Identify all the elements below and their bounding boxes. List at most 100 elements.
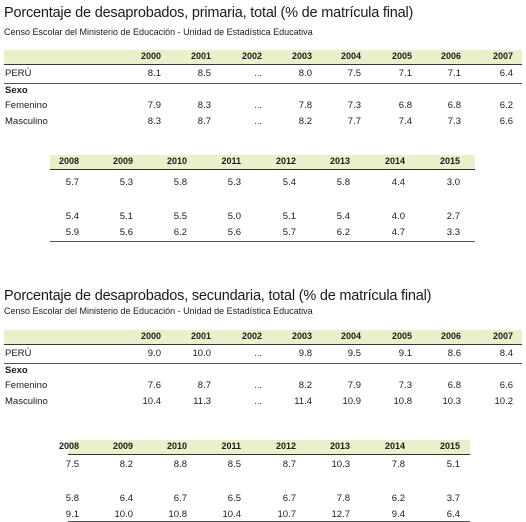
primaria-table-cell: 5.5 <box>173 211 187 222</box>
primaria-year-header: 2013 <box>329 156 350 166</box>
secundaria-table-cell: 8.8 <box>173 459 187 470</box>
secundaria-table-cell: 5.1 <box>446 459 460 470</box>
secundaria-table-cell: 9.1 <box>398 348 412 359</box>
primaria-year-header: 2003 <box>291 51 312 61</box>
secundaria-table-cell: 6.2 <box>391 493 405 504</box>
primaria-table-cell: 6.6 <box>499 116 513 127</box>
secundaria-year-header: 2001 <box>190 331 211 341</box>
secundaria-table-cell: 10.4 <box>142 396 162 407</box>
secundaria-table-cell: 9.5 <box>347 348 361 359</box>
primaria-table-cell: 6.4 <box>499 68 513 79</box>
primaria-table-cell: ... <box>254 116 262 127</box>
primaria-row-label: Sexo <box>5 85 28 96</box>
secundaria-table-cell: 9.8 <box>298 348 312 359</box>
primaria-table-cell: 5.7 <box>65 177 79 188</box>
primaria-table-cell: 3.3 <box>446 227 460 238</box>
primaria-table-cell: 6.2 <box>499 100 513 111</box>
primaria-table-cell: 7.5 <box>347 68 361 79</box>
secundaria-table-cell: 10.2 <box>494 396 514 407</box>
secundaria-row-label: PERÚ <box>5 348 32 359</box>
primaria-table-cell: 5.3 <box>227 177 241 188</box>
primaria-table-cell: 8.2 <box>298 116 312 127</box>
secundaria-table-cell: 6.5 <box>227 493 241 504</box>
secundaria-table-cell: 6.8 <box>447 380 461 391</box>
primaria-table-cell: 3.0 <box>446 177 460 188</box>
secundaria-year-header: 2007 <box>492 331 513 341</box>
secundaria-year-header: 2012 <box>275 441 296 451</box>
primaria-year-header: 2009 <box>112 156 133 166</box>
secundaria-table-cell: 3.7 <box>446 493 460 504</box>
primaria-lower-header <box>50 155 475 170</box>
secundaria-table-cell: ... <box>254 348 262 359</box>
primaria-table-cell: 7.3 <box>447 116 461 127</box>
primaria-table-cell: 7.3 <box>347 100 361 111</box>
primaria-year-header: 2006 <box>440 51 461 61</box>
primaria-table-cell: 7.4 <box>398 116 412 127</box>
primaria-table-cell: 7.9 <box>147 100 161 111</box>
primaria-table-cell: 5.8 <box>336 177 350 188</box>
primaria-table-cell: 8.0 <box>298 68 312 79</box>
secundaria-table-cell: 8.2 <box>119 459 133 470</box>
primaria-bottom-rule <box>50 241 475 242</box>
primaria-year-header: 2001 <box>190 51 211 61</box>
primaria-row-label: PERÚ <box>5 68 32 79</box>
primaria-upper-header <box>4 50 522 65</box>
primaria-year-header: 2000 <box>140 51 161 61</box>
primaria-table-cell: ... <box>254 68 262 79</box>
primaria-title: Porcentaje de desaprobados, primaria, to… <box>4 5 414 21</box>
secundaria-subtitle: Censo Escolar del Ministerio de Educació… <box>4 306 313 316</box>
primaria-table-cell: 8.5 <box>197 68 211 79</box>
secundaria-table-cell: 11.3 <box>193 396 211 407</box>
primaria-table-cell: 7.8 <box>298 100 312 111</box>
primaria-table-cell: 4.7 <box>391 227 405 238</box>
secundaria-table-cell: 10.9 <box>342 396 362 407</box>
secundaria-table-cell: 10.0 <box>192 348 212 359</box>
primaria-table-cell: 8.3 <box>147 116 161 127</box>
secundaria-table-cell: 10.8 <box>393 396 413 407</box>
secundaria-table-cell: 10.3 <box>331 459 351 470</box>
primaria-table-cell: 5.7 <box>282 227 296 238</box>
primaria-row-divider <box>4 83 522 84</box>
primaria-table-cell: 5.1 <box>119 211 133 222</box>
primaria-year-header: 2002 <box>241 51 262 61</box>
primaria-table-cell: 8.7 <box>197 116 211 127</box>
primaria-table-cell: 5.6 <box>119 227 133 238</box>
secundaria-table-cell: 7.8 <box>391 459 405 470</box>
secundaria-table-cell: 7.9 <box>347 380 361 391</box>
secundaria-year-header: 2014 <box>384 441 405 451</box>
primaria-table-cell: 4.0 <box>391 211 405 222</box>
primaria-year-header: 2007 <box>492 51 513 61</box>
secundaria-table-cell: 10.8 <box>168 509 188 520</box>
primaria-table-cell: 6.2 <box>173 227 187 238</box>
secundaria-lower-header <box>68 440 470 455</box>
secundaria-table-cell: 5.8 <box>65 493 79 504</box>
secundaria-row-label: Sexo <box>5 365 28 376</box>
secundaria-row-divider <box>4 363 522 364</box>
primaria-table-cell: ... <box>254 100 262 111</box>
primaria-table-cell: 7.7 <box>347 116 361 127</box>
primaria-row-label: Femenino <box>5 100 48 111</box>
primaria-table-cell: 7.1 <box>398 68 412 79</box>
primaria-table-cell: 6.8 <box>447 100 461 111</box>
primaria-year-header: 2011 <box>221 156 241 166</box>
secundaria-row-label: Femenino <box>5 380 48 391</box>
secundaria-year-header: 2003 <box>291 331 312 341</box>
secundaria-table-cell: 8.7 <box>282 459 296 470</box>
secundaria-table-cell: 7.5 <box>65 459 79 470</box>
secundaria-table-cell: 10.0 <box>114 509 134 520</box>
primaria-year-header: 2005 <box>391 51 412 61</box>
secundaria-table-cell: ... <box>254 396 262 407</box>
primaria-table-cell: 8.1 <box>147 68 161 79</box>
secundaria-year-header: 2010 <box>166 441 187 451</box>
secundaria-year-header: 2015 <box>439 441 460 451</box>
primaria-year-header: 2012 <box>275 156 296 166</box>
primaria-year-header: 2014 <box>384 156 405 166</box>
secundaria-table-cell: 7.8 <box>336 493 350 504</box>
secundaria-year-header: 2000 <box>140 331 161 341</box>
secundaria-table-cell: 9.1 <box>65 509 79 520</box>
primaria-table-cell: 7.1 <box>447 68 461 79</box>
primaria-table-cell: 6.2 <box>336 227 350 238</box>
secundaria-table-cell: 8.5 <box>227 459 241 470</box>
secundaria-table-cell: 12.7 <box>331 509 351 520</box>
secundaria-table-cell: ... <box>254 380 262 391</box>
